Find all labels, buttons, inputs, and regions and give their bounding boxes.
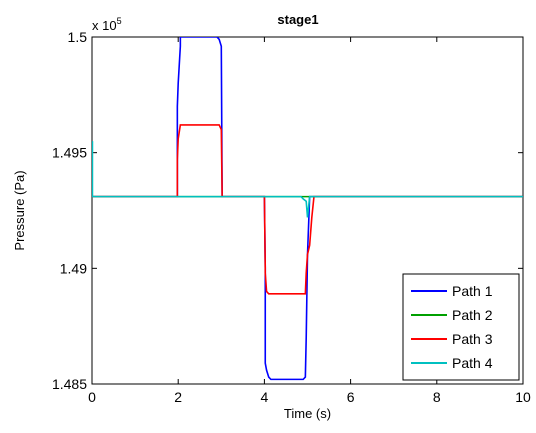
x-tick-label: 10 (515, 389, 531, 405)
series-lines (92, 37, 523, 381)
legend-label: Path 3 (452, 331, 493, 347)
y-axis-multiplier: x 105 (92, 16, 122, 33)
x-tick-label: 6 (347, 389, 355, 405)
x-tick-label: 0 (88, 389, 96, 405)
x-tick-label: 8 (433, 389, 441, 405)
y-tick-label: 1.5 (68, 29, 88, 45)
axis-ticks: 0 2 4 6 8 10 1.485 1.49 1.495 1.5 (52, 29, 531, 405)
y-tick-label: 1.485 (52, 376, 87, 392)
plot-area (91, 36, 524, 385)
chart-title: stage1 (277, 12, 318, 27)
legend: Path 1 Path 2 Path 3 Path 4 (402, 273, 520, 381)
legend-label: Path 2 (452, 307, 493, 323)
x-tick-label: 2 (174, 389, 182, 405)
series-line-path-4 (92, 141, 523, 218)
y-axis-title: Pressure (Pa) (12, 170, 27, 250)
legend-label: Path 4 (452, 355, 493, 371)
y-tick-label: 1.495 (52, 145, 87, 161)
x-axis-title: Time (s) (284, 406, 331, 421)
legend-label: Path 1 (452, 283, 493, 299)
y-tick-label: 1.49 (60, 260, 87, 276)
x-tick-label: 4 (261, 389, 269, 405)
series-line-path-3 (92, 124, 523, 295)
